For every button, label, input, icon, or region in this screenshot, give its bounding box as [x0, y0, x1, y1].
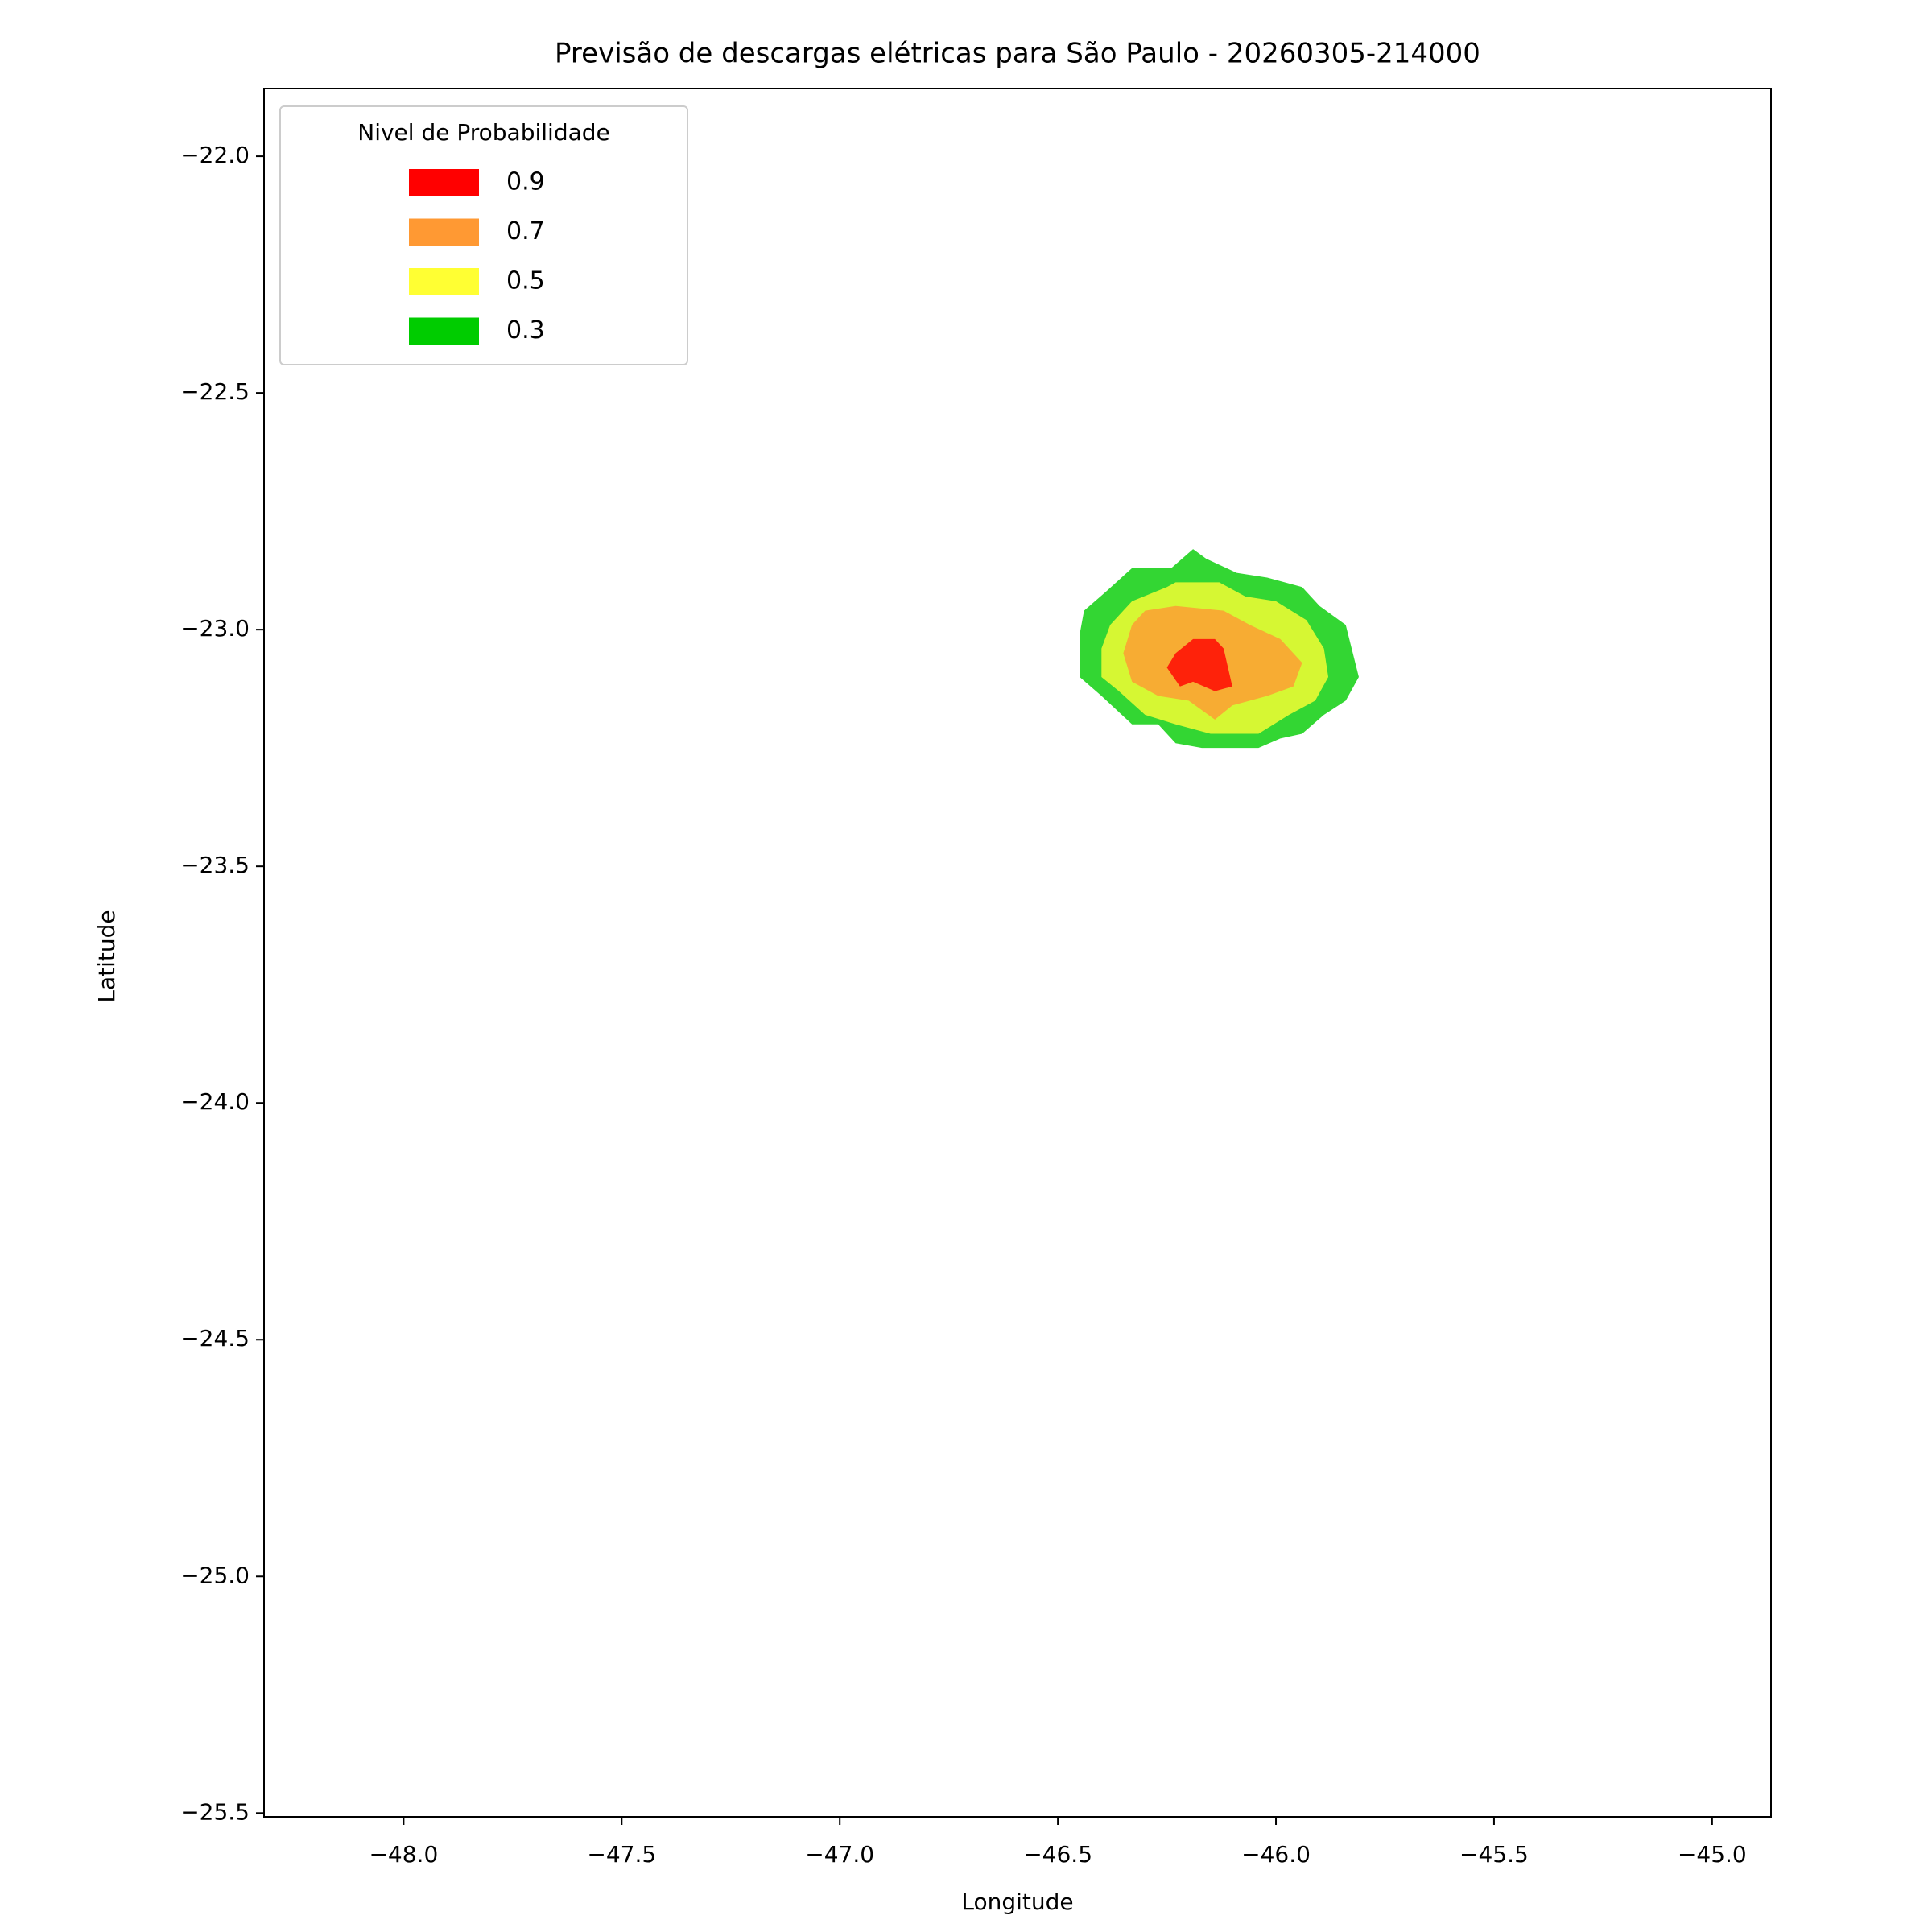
legend-swatch	[409, 317, 479, 345]
legend: Nivel de Probabilidade 0.9 0.7 0.5 0.3	[279, 105, 688, 365]
legend-title: Nivel de Probabilidade	[357, 119, 610, 146]
y-tick-label: −24.0	[180, 1088, 250, 1115]
legend-label: 0.5	[506, 267, 545, 295]
legend-label: 0.3	[506, 316, 545, 345]
x-tick-label: −45.0	[1678, 1841, 1747, 1868]
x-tick-label: −46.5	[1023, 1841, 1092, 1868]
x-tick-label: −47.5	[587, 1841, 656, 1868]
legend-swatch	[409, 169, 479, 196]
chart-title: Previsão de descargas elétricas para São…	[555, 38, 1480, 70]
y-tick-label: −23.5	[180, 852, 250, 878]
plot-frame	[263, 88, 1772, 1818]
x-tick-label: −45.5	[1459, 1841, 1529, 1868]
legend-swatch	[409, 268, 479, 295]
x-tick-label: −47.0	[805, 1841, 874, 1868]
y-tick-label: −23.0	[180, 615, 250, 642]
y-tick-label: −22.5	[180, 378, 250, 405]
y-tick-label: −25.0	[180, 1562, 250, 1588]
x-tick-label: −48.0	[369, 1841, 438, 1868]
legend-label: 0.7	[506, 217, 545, 246]
legend-label: 0.9	[506, 168, 545, 196]
y-tick-label: −24.5	[180, 1325, 250, 1352]
x-axis-label: Longitude	[961, 1889, 1073, 1915]
y-tick-label: −25.5	[180, 1798, 250, 1825]
x-tick-label: −46.0	[1241, 1841, 1311, 1868]
contour-region	[1166, 638, 1232, 691]
legend-swatch	[409, 218, 479, 246]
legend-box	[279, 105, 688, 365]
y-axis-label: Latitude	[93, 910, 120, 1002]
y-tick-label: −22.0	[180, 142, 250, 168]
